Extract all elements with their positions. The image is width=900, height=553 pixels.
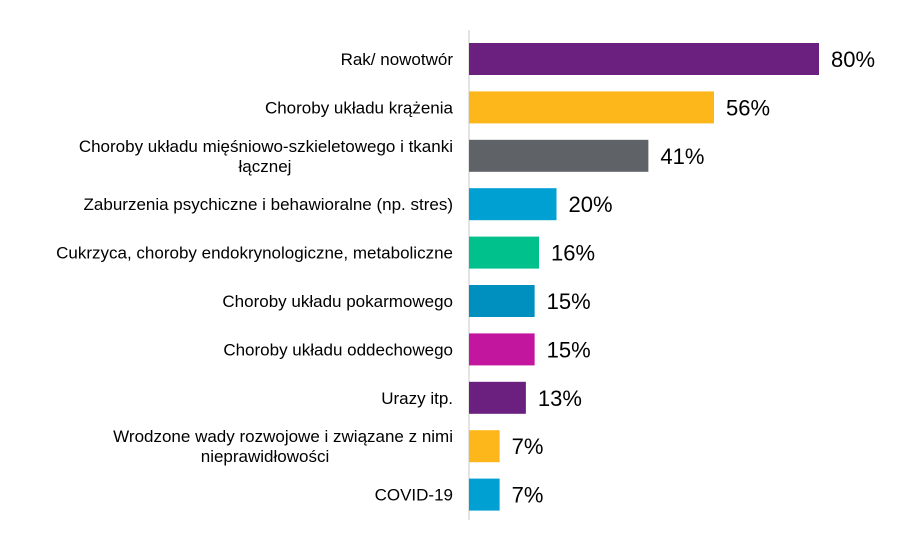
category-label-6: Choroby układu oddechowego [223,340,453,359]
value-label-0: 80% [831,47,875,72]
category-label-4: Cukrzyca, choroby endokrynologiczne, met… [56,244,453,263]
bar-2 [469,139,649,172]
bar-1 [469,91,714,124]
bar-3 [469,188,557,221]
bar-7 [469,381,526,414]
category-label-8-line-1: nieprawidłowości [201,447,330,466]
bar-0 [469,43,819,75]
category-label-8-line-0: Wrodzone wady rozwojowe i związane z nim… [113,427,453,446]
bar-9 [469,478,500,511]
value-label-8: 7% [512,434,544,459]
category-label-1: Choroby układu krążenia [265,98,454,117]
category-label-0: Rak/ nowotwór [341,50,454,69]
value-label-9: 7% [512,483,544,508]
value-label-5: 15% [547,289,591,314]
value-label-2: 41% [660,144,704,169]
bar-5 [469,285,535,317]
category-label-2-line-1: łącznej [239,157,292,176]
bar-8 [469,430,500,463]
value-label-4: 16% [551,241,595,266]
value-label-3: 20% [569,192,613,217]
category-label-3: Zaburzenia psychiczne i behawioralne (np… [84,195,453,214]
category-label-5: Choroby układu pokarmowego [222,292,453,311]
category-label-2-line-0: Choroby układu mięśniowo-szkieletowego i… [79,137,453,156]
value-label-6: 15% [547,337,591,362]
value-label-1: 56% [726,95,770,120]
bars-group: 80% Rak/ nowotwór 56% Choroby układu krążen… [56,43,875,511]
category-label-9: COVID-19 [375,486,453,505]
category-label-7: Urazy itp. [381,389,453,408]
bar-4 [469,236,539,269]
value-label-7: 13% [538,386,582,411]
bar-6 [469,333,535,366]
